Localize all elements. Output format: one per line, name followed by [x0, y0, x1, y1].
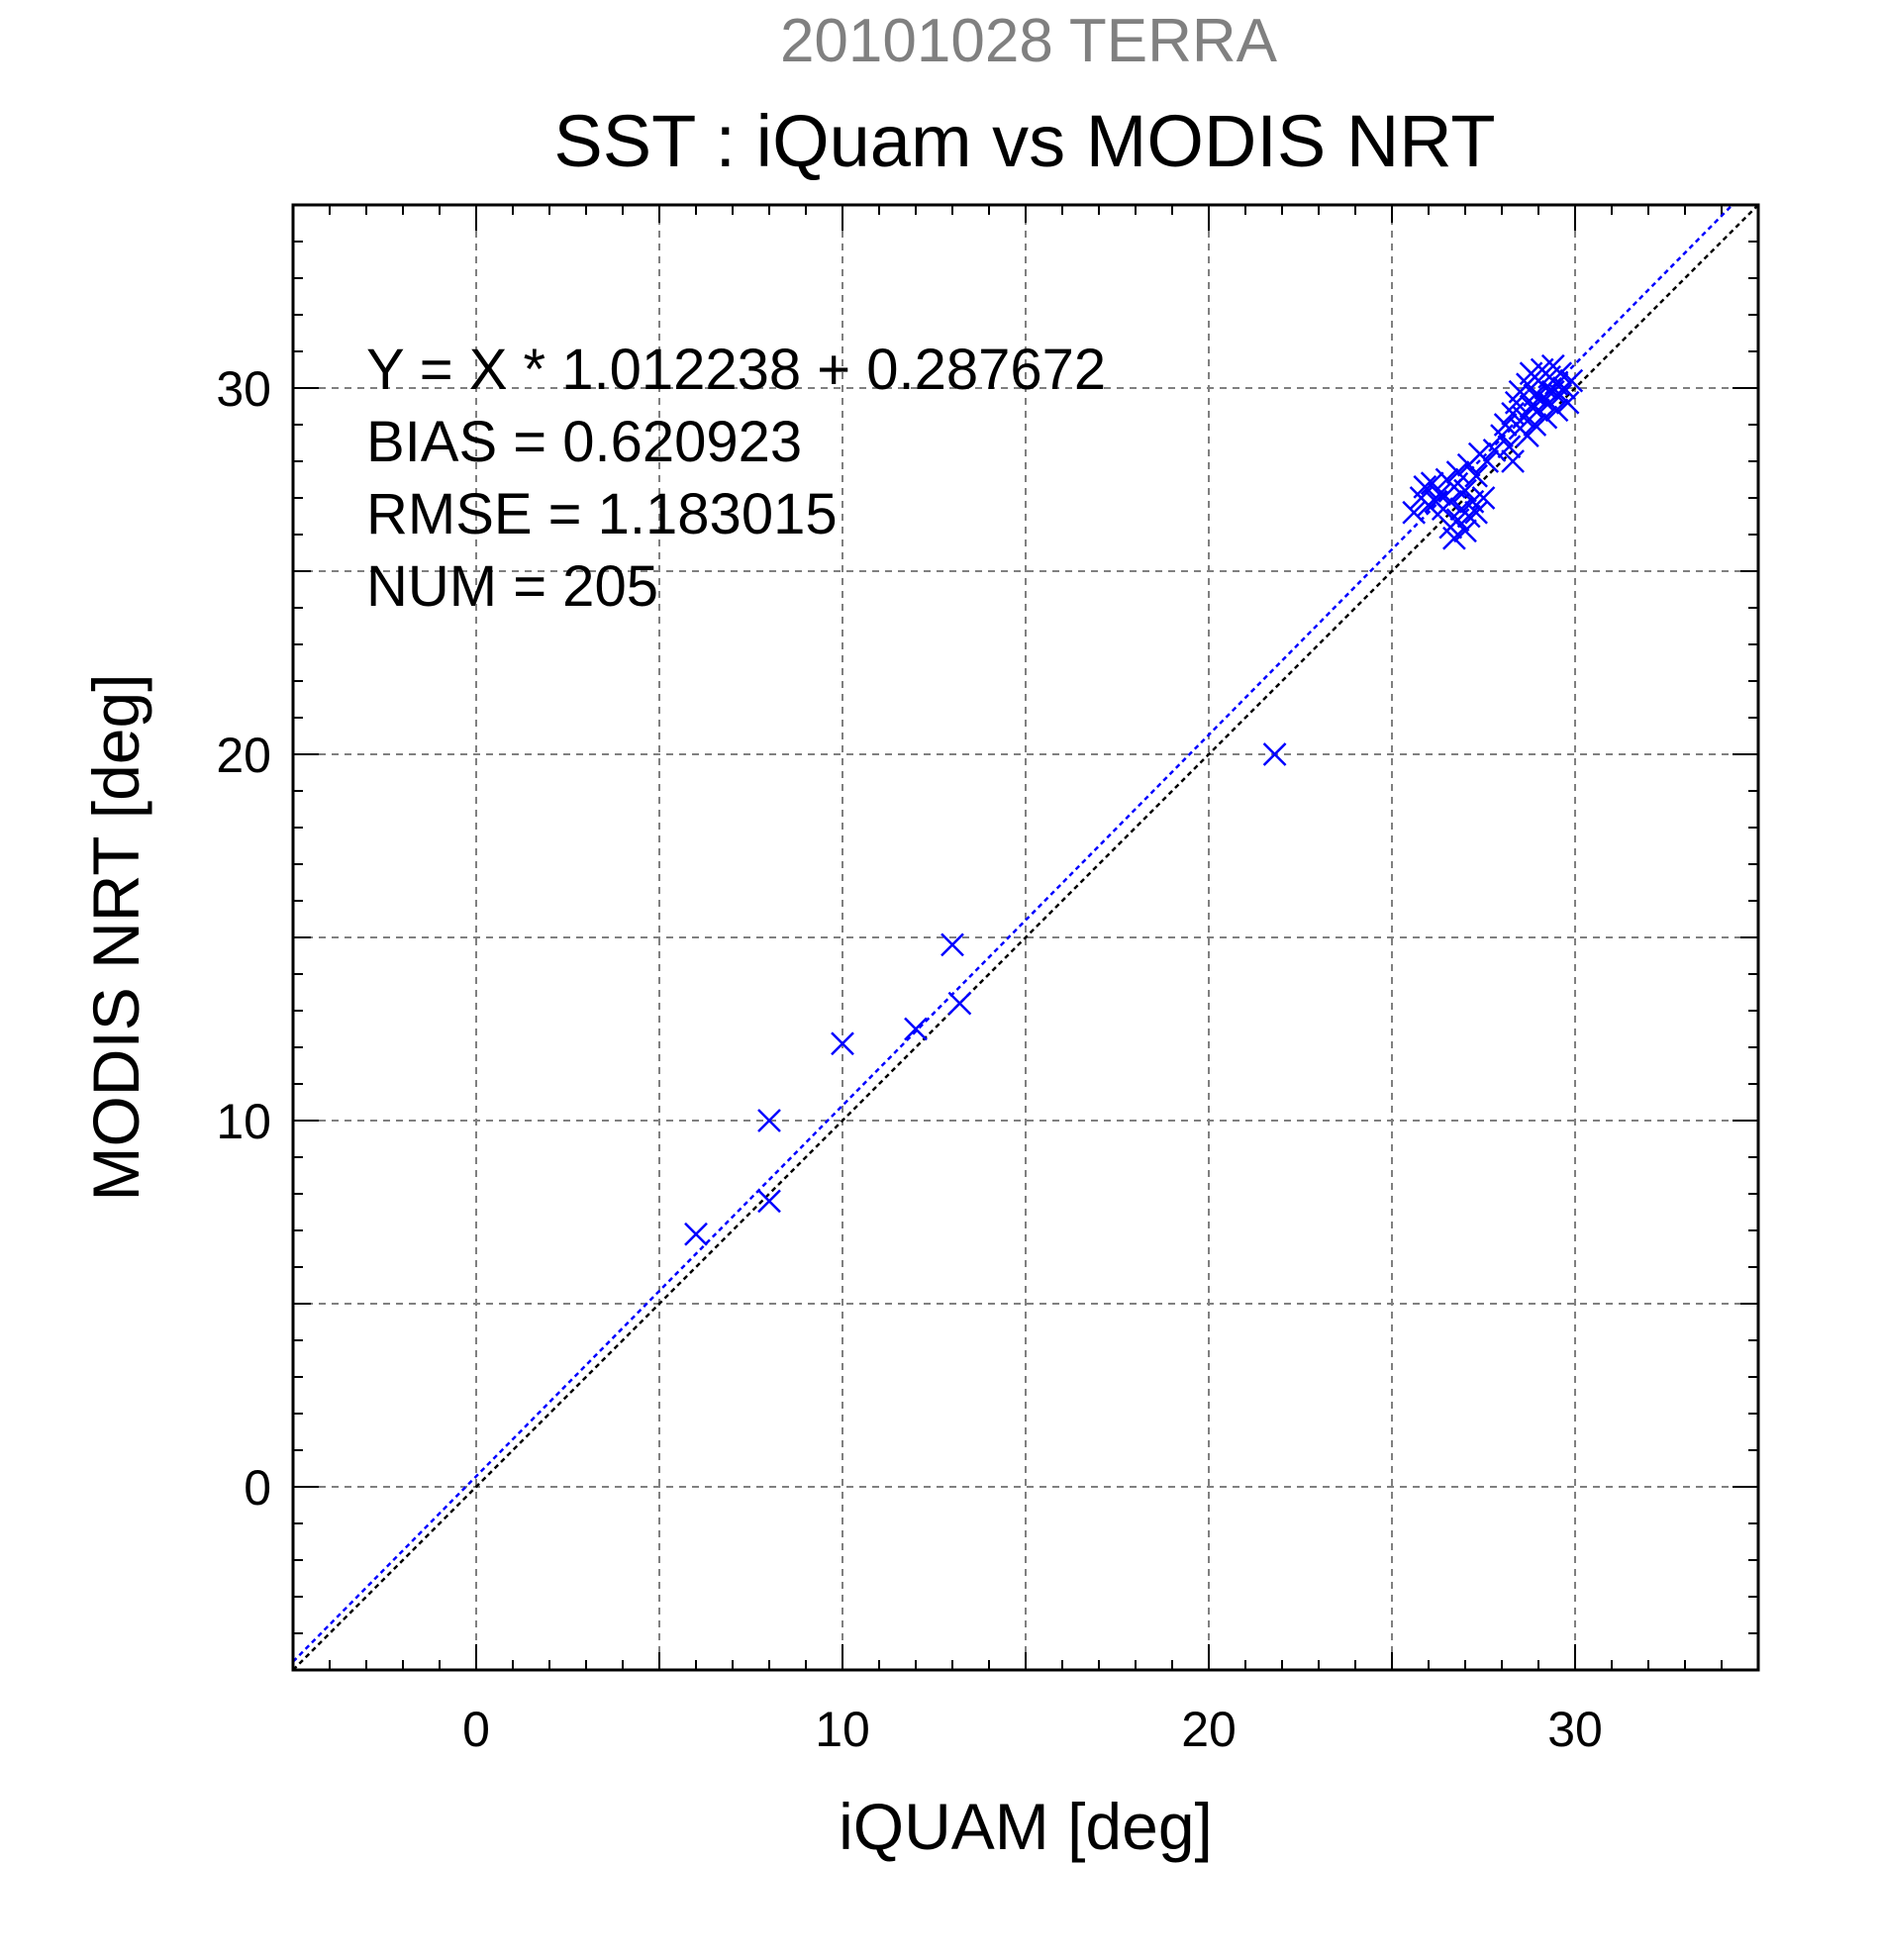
chart-supertitle: 20101028 TERRA — [780, 7, 1278, 75]
data-point — [1544, 398, 1569, 423]
y-tick-label: 0 — [244, 1460, 271, 1516]
data-point — [1497, 435, 1522, 459]
data-point — [757, 1189, 781, 1214]
data-point — [1438, 489, 1463, 514]
tick-labels: 0 10 20 30 0 10 20 30 — [216, 361, 1602, 1757]
data-point — [757, 1109, 781, 1132]
data-point — [1464, 500, 1488, 525]
data-point — [1501, 449, 1525, 473]
data-point — [1482, 439, 1507, 462]
data-point — [1442, 526, 1466, 550]
stats-rmse: RMSE = 1.183015 — [366, 482, 838, 546]
data-point — [1402, 500, 1427, 525]
data-point — [1471, 486, 1496, 510]
data-point — [831, 1031, 854, 1056]
axis-ticks — [292, 204, 1759, 1671]
stats-annotation: Y = X * 1.012238 + 0.287672 BIAS = 0.620… — [366, 338, 1106, 619]
data-point — [1523, 383, 1547, 408]
data-point — [947, 991, 972, 1016]
data-point — [1262, 742, 1287, 766]
x-axis-label: iQUAM [deg] — [839, 1790, 1213, 1863]
data-point — [1475, 449, 1500, 473]
data-point — [1420, 471, 1444, 496]
data-point — [1413, 475, 1437, 499]
data-point — [940, 932, 964, 957]
data-point — [1493, 413, 1518, 437]
plot-frame — [291, 203, 1760, 1672]
x-tick-label: 10 — [815, 1702, 870, 1757]
stats-fit-equation: Y = X * 1.012238 + 0.287672 — [366, 338, 1106, 402]
x-tick-label: 20 — [1181, 1702, 1237, 1757]
identity-line — [293, 205, 1758, 1670]
data-point — [904, 1017, 928, 1041]
data-point — [1456, 504, 1481, 529]
y-tick-label: 20 — [216, 728, 271, 783]
data-point — [1523, 413, 1547, 437]
data-point — [1445, 460, 1470, 484]
y-tick-label: 10 — [216, 1094, 271, 1149]
data-point — [1453, 478, 1477, 503]
data-points — [684, 353, 1584, 1246]
stats-num: NUM = 205 — [366, 554, 658, 619]
data-point — [1464, 463, 1488, 488]
data-point — [1555, 390, 1580, 415]
data-point — [1516, 424, 1539, 447]
data-point — [1512, 405, 1536, 430]
y-axis-label: MODIS NRT [deg] — [79, 673, 152, 1201]
x-tick-label: 30 — [1547, 1702, 1603, 1757]
x-tick-label: 0 — [462, 1702, 490, 1757]
y-tick-label: 30 — [216, 361, 271, 417]
chart-title: SST : iQuam vs MODIS NRT — [553, 100, 1495, 182]
stats-bias: BIAS = 0.620923 — [366, 410, 802, 474]
data-point — [1559, 368, 1584, 393]
data-point — [1453, 519, 1477, 543]
data-point — [1428, 482, 1451, 507]
reference-lines — [293, 205, 1758, 1670]
data-point — [684, 1222, 708, 1246]
data-point — [1548, 361, 1573, 386]
data-point — [1534, 405, 1558, 430]
